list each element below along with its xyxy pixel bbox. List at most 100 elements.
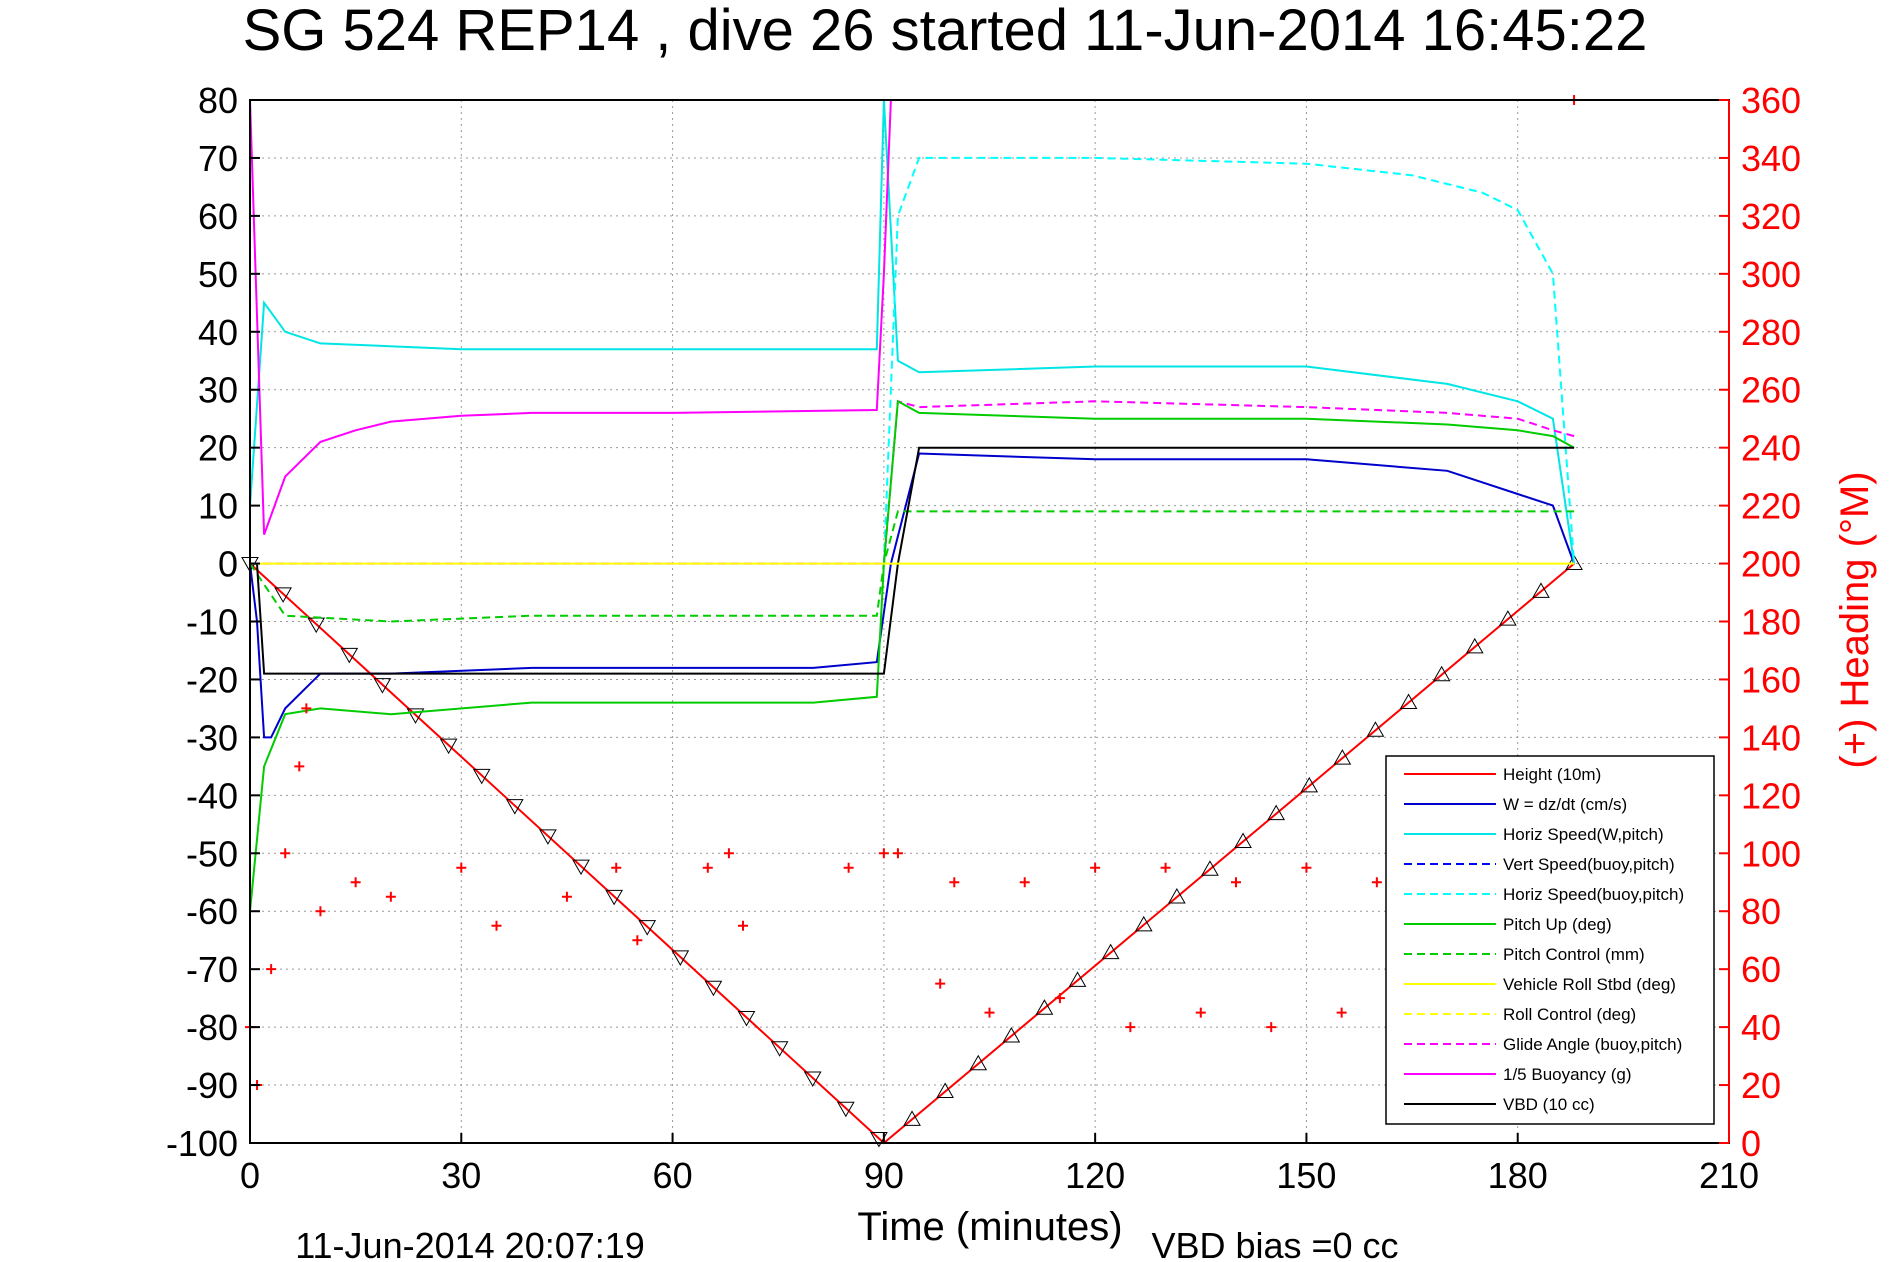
- height-markers: [241, 554, 1583, 1148]
- y-right-tick-label: 340: [1741, 138, 1801, 179]
- y-right-tick-label: 80: [1741, 891, 1781, 932]
- heading-point: [280, 848, 291, 859]
- x-tick-label: 30: [441, 1155, 481, 1196]
- legend-label: Vert Speed(buoy,pitch): [1503, 855, 1675, 874]
- y-tick-label: 50: [198, 254, 238, 295]
- x-axis-label: Time (minutes): [857, 1205, 1122, 1249]
- legend-label: Pitch Control (mm): [1503, 945, 1645, 964]
- height-marker: [936, 1082, 954, 1099]
- height-marker: [969, 1054, 988, 1071]
- height-marker: [539, 829, 557, 845]
- y-tick-label: -60: [186, 891, 238, 932]
- y-right-tick-label: 60: [1741, 949, 1781, 990]
- x-tick-label: 150: [1276, 1155, 1336, 1196]
- heading-point: [266, 964, 277, 975]
- series-heading: [245, 95, 1580, 1091]
- height-marker: [1002, 1026, 1021, 1043]
- heading-point: [892, 848, 903, 859]
- y-tick-label: -50: [186, 833, 238, 874]
- height-marker: [1532, 582, 1550, 598]
- legend-label: W = dz/dt (cm/s): [1503, 795, 1627, 814]
- y-axis-right: 3603403203002802602402202001801601401201…: [1719, 80, 1801, 1164]
- heading-point: [1195, 1007, 1206, 1018]
- heading-point: [611, 862, 622, 873]
- heading-point: [738, 920, 748, 931]
- footer-timestamp: 11-Jun-2014 20:07:19: [295, 1225, 645, 1262]
- height-marker: [1432, 665, 1451, 682]
- series-line: [882, 156, 1576, 564]
- y-tick-label: -70: [186, 949, 238, 990]
- legend-label: Glide Angle (buoy,pitch): [1503, 1035, 1682, 1054]
- height-marker: [1101, 943, 1120, 960]
- y-tick-label: 60: [198, 196, 238, 237]
- series-line: [250, 446, 1575, 675]
- y-right-tick-label: 20: [1741, 1065, 1781, 1106]
- legend-label: Height (10m): [1503, 765, 1601, 784]
- y-tick-label: -10: [186, 602, 238, 643]
- heading-point: [843, 862, 854, 873]
- height-marker: [671, 950, 690, 966]
- heading-point: [1090, 862, 1101, 873]
- heading-point: [878, 848, 889, 859]
- legend-label: VBD (10 cc): [1503, 1095, 1595, 1114]
- heading-point: [491, 920, 502, 931]
- y-right-tick-label: 240: [1741, 428, 1801, 469]
- heading-point: [949, 877, 960, 888]
- height-marker: [737, 1010, 756, 1027]
- series-line: [249, 99, 892, 535]
- heading-point: [723, 848, 734, 859]
- y-right-tick-label: 300: [1741, 254, 1801, 295]
- legend-label: Horiz Speed(buoy,pitch): [1503, 885, 1684, 904]
- height-marker: [505, 799, 524, 815]
- y-tick-label: 30: [198, 370, 238, 411]
- legend-label: 1/5 Buoyancy (g): [1503, 1065, 1632, 1084]
- height-marker: [1201, 860, 1219, 876]
- legend: Height (10m) W = dz/dt (cm/s) Horiz Speed(…: [1385, 755, 1715, 1125]
- height-marker: [274, 587, 292, 603]
- y-tick-label: -90: [186, 1065, 238, 1106]
- legend-label: Pitch Up (deg): [1503, 915, 1612, 934]
- heading-point: [632, 935, 643, 946]
- y-tick-label: 0: [218, 544, 238, 585]
- y-tick-label: -30: [186, 717, 238, 758]
- legend-label: Horiz Speed(W,pitch): [1503, 825, 1664, 844]
- series-layer: [241, 95, 1583, 1148]
- x-axis: 0 30 60 90 120 150 180 210: [240, 1133, 1759, 1196]
- y-tick-label: 20: [198, 428, 238, 469]
- height-marker: [439, 738, 458, 755]
- height-marker: [1465, 637, 1484, 654]
- y-axis-right-label: (+) Heading (°M): [1833, 471, 1877, 768]
- height-marker: [1267, 804, 1286, 821]
- legend-box: [1385, 755, 1715, 1125]
- y-right-tick-label: 0: [1741, 1123, 1761, 1164]
- x-tick-label: 180: [1488, 1155, 1548, 1196]
- x-tick-label: 120: [1065, 1155, 1125, 1196]
- height-marker: [1333, 749, 1352, 765]
- heading-point: [1231, 877, 1241, 888]
- height-marker: [1234, 832, 1252, 848]
- height-marker: [704, 980, 723, 997]
- height-marker: [836, 1101, 855, 1118]
- heading-point: [350, 877, 361, 888]
- height-marker: [903, 1110, 921, 1126]
- height-marker: [1399, 693, 1418, 710]
- height-marker: [1068, 971, 1087, 987]
- y-right-tick-label: 200: [1741, 544, 1801, 585]
- height-marker: [1565, 554, 1583, 571]
- series-line: [249, 452, 1576, 739]
- heading-point: [1301, 862, 1312, 873]
- heading-point: [301, 703, 312, 714]
- height-marker: [1300, 776, 1319, 793]
- heading-point: [1054, 993, 1065, 1004]
- footer-vbd-bias: VBD bias =0 cc: [1151, 1225, 1398, 1262]
- height-marker: [803, 1071, 822, 1087]
- height-marker: [1498, 610, 1517, 626]
- height-marker: [340, 647, 359, 664]
- heading-point: [456, 862, 467, 873]
- chart-title: SG 524 REP14 , dive 26 started 11-Jun-20…: [243, 0, 1648, 63]
- y-right-tick-label: 40: [1741, 1007, 1781, 1048]
- y-right-tick-label: 180: [1741, 602, 1801, 643]
- height-marker: [1134, 915, 1153, 932]
- y-axis-left: 80 70 60 50 40 30 20 10 0 -10 -20 -30 -40 -50 -60 -70 -8…: [166, 80, 260, 1164]
- y-tick-label: 40: [198, 312, 238, 353]
